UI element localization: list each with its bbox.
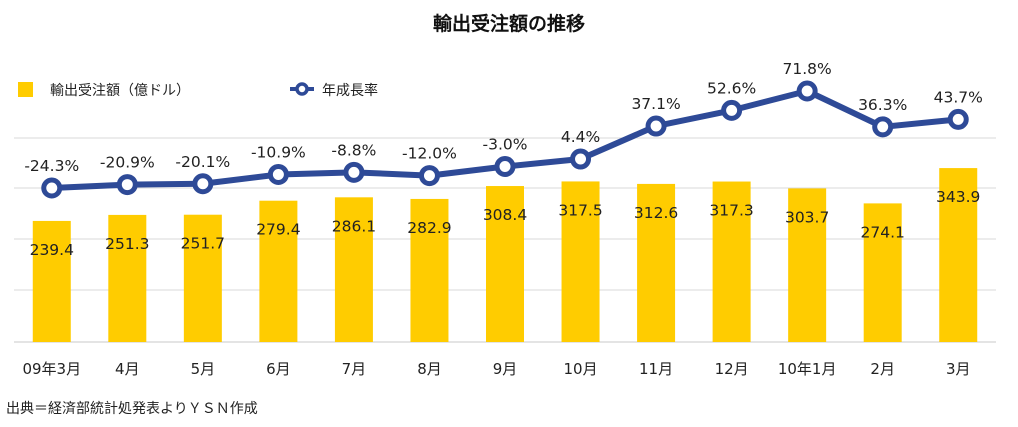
growth-value-label: -24.3% — [24, 157, 79, 175]
growth-point — [721, 99, 743, 121]
x-tick-label: 11月 — [639, 360, 673, 378]
bar-value-label: 303.7 — [785, 208, 829, 226]
growth-value-label: -3.0% — [483, 136, 528, 154]
bar-value-label: 286.1 — [332, 217, 376, 235]
bar-value-label: 279.4 — [256, 221, 300, 239]
bar-value-label: 251.3 — [105, 235, 149, 253]
legend-bar-label: 輸出受注額（億ドル） — [50, 83, 190, 99]
bar — [183, 214, 222, 342]
bar — [637, 183, 676, 342]
growth-value-label: 52.6% — [707, 79, 756, 97]
growth-point — [645, 115, 667, 137]
growth-point — [418, 165, 440, 187]
x-tick-label: 9月 — [493, 360, 518, 378]
bar — [863, 203, 902, 342]
x-axis-ticks: 09年3月 4月 5月 6月 7月 8月 9月 10月 11月 12月 10年1月 2月 3月 — [22, 360, 970, 378]
legend-bar-swatch — [18, 82, 33, 97]
bar-value-label: 274.1 — [861, 223, 905, 241]
growth-line — [41, 80, 969, 199]
bar-value-label: 312.6 — [634, 204, 678, 222]
bar — [712, 181, 751, 342]
chart-title: 輸出受注額の推移 — [433, 12, 585, 35]
bar — [410, 198, 449, 342]
growth-point — [494, 156, 516, 178]
bar — [561, 181, 600, 342]
bar — [32, 220, 71, 342]
legend-line-marker — [295, 82, 309, 96]
growth-point — [796, 80, 818, 102]
legend-line-label: 年成長率 — [322, 82, 378, 99]
x-tick-label: 09年3月 — [22, 360, 81, 378]
bars — [32, 168, 978, 342]
bar — [259, 200, 298, 342]
growth-value-label: -20.9% — [100, 154, 155, 172]
bar-value-label: 282.9 — [407, 219, 451, 237]
bar-value-label: 317.3 — [709, 202, 753, 220]
growth-value-label: -10.9% — [251, 143, 306, 161]
source-note: 出典＝経済部統計処発表よりＹＳＮ作成 — [6, 401, 258, 417]
x-tick-label: 6月 — [266, 360, 291, 378]
growth-value-label: -8.8% — [331, 141, 376, 159]
growth-value-label: 37.1% — [631, 95, 680, 113]
x-tick-label: 2月 — [870, 360, 895, 378]
growth-point — [947, 108, 969, 130]
legend: 輸出受注額（億ドル） 年成長率 — [18, 82, 378, 99]
growth-point — [570, 148, 592, 170]
bar-value-label: 239.4 — [30, 241, 74, 259]
x-tick-label: 4月 — [115, 360, 140, 378]
growth-value-label: -12.0% — [402, 145, 457, 163]
growth-value-label: 71.8% — [783, 60, 832, 78]
bar — [486, 186, 524, 342]
bar-value-label: 317.5 — [558, 201, 602, 219]
growth-value-label: 36.3% — [858, 96, 907, 114]
growth-point — [192, 173, 214, 195]
growth-value-label: 43.7% — [934, 88, 983, 106]
growth-point — [267, 163, 289, 185]
bar — [334, 197, 373, 342]
bar — [108, 214, 147, 342]
growth-value-label: 4.4% — [561, 128, 600, 146]
x-tick-label: 12月 — [715, 360, 749, 378]
bar-labels: 239.4 251.3 251.7 279.4 286.1 282.9 308.4 317.5… — [30, 188, 981, 259]
growth-point — [872, 116, 894, 138]
bar — [788, 188, 827, 342]
growth-value-label: -20.1% — [175, 153, 230, 171]
growth-labels: -24.3% -20.9% -20.1% -10.9% -8.8% -12.0% -3.0%… — [24, 60, 983, 175]
x-tick-label: 3月 — [946, 360, 971, 378]
x-tick-label: 5月 — [191, 360, 216, 378]
x-tick-label: 10年1月 — [778, 360, 837, 378]
bar-value-label: 308.4 — [483, 206, 527, 224]
bar — [939, 168, 978, 342]
x-tick-label: 8月 — [417, 360, 442, 378]
growth-point — [41, 177, 63, 199]
bar-value-label: 343.9 — [936, 188, 980, 206]
x-tick-label: 10月 — [563, 360, 597, 378]
x-tick-label: 7月 — [342, 360, 367, 378]
bar-value-label: 251.7 — [181, 235, 225, 253]
growth-point — [343, 161, 365, 183]
growth-point — [116, 174, 138, 196]
